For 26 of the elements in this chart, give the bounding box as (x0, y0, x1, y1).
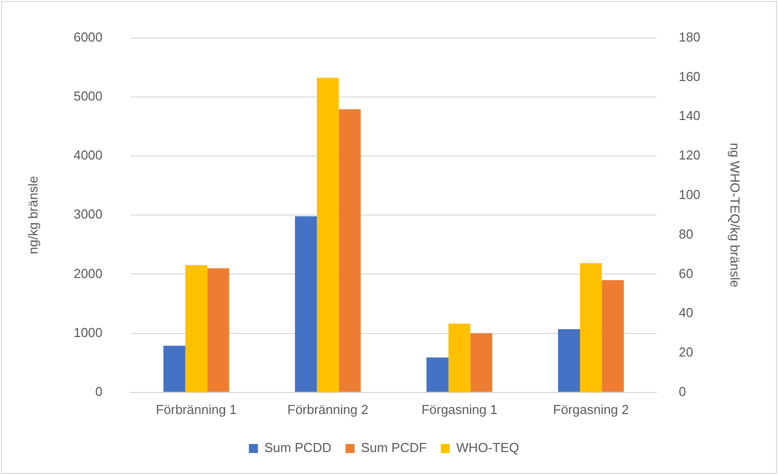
y-tick-label: 3000 (74, 206, 103, 222)
y2-tick-label: 120 (678, 148, 700, 163)
x-tick-label: Förbränning 2 (287, 402, 368, 417)
y-axis-title: ng/kg bränsle (25, 176, 40, 254)
x-tick-label: Förgasning 1 (421, 402, 498, 417)
y2-tick-label: 0 (678, 384, 686, 399)
y-tick-label: 1000 (74, 324, 103, 340)
y2-tick-label: 160 (678, 68, 700, 84)
y2-tick-label: 140 (678, 108, 700, 124)
y2-tick-label: 20 (678, 344, 694, 360)
y-tick-label: 0 (95, 384, 103, 399)
y-tick-label: 4000 (74, 148, 103, 163)
y2-tick-label: 180 (678, 29, 700, 44)
y-tick-label: 5000 (74, 88, 103, 104)
x-tick-label: Förgasning 2 (552, 402, 629, 417)
x-tick-label: Förbränning 1 (156, 402, 237, 417)
y2-tick-label: 100 (678, 186, 700, 202)
legend-label: WHO-TEQ (456, 440, 520, 456)
legend-label: Sum PCDD (264, 440, 332, 456)
y-tick-label: 6000 (74, 29, 103, 44)
y2-tick-label: 60 (678, 266, 694, 281)
y2-tick-label: 40 (678, 305, 694, 320)
y-tick-label: 2000 (74, 266, 103, 281)
legend-label: Sum PCDF (361, 440, 427, 456)
y2-tick-label: 80 (678, 226, 694, 242)
y2-axis-title: ng WHO-TEQ/kg bränsle (728, 142, 743, 288)
